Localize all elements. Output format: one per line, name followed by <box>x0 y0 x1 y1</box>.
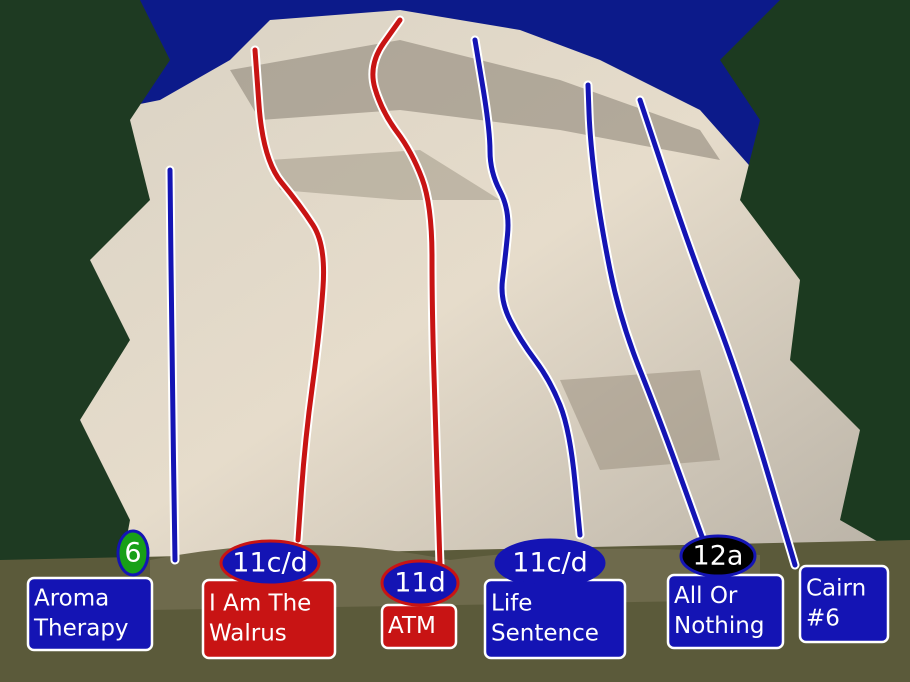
route-name: Walrus <box>209 621 287 647</box>
route-name: Nothing <box>674 613 764 639</box>
route-name: Therapy <box>33 616 129 642</box>
route-name: #6 <box>806 606 840 632</box>
route-name: All Or <box>674 583 738 609</box>
route-grade: 11c/d <box>512 548 587 579</box>
route-name: Sentence <box>491 621 599 647</box>
route-name: Cairn <box>806 576 866 602</box>
route-name: I Am The <box>209 591 311 617</box>
route-grade: 11d <box>394 568 446 599</box>
route-grade: 12a <box>693 541 744 572</box>
route-name: ATM <box>388 613 436 639</box>
route-name: Life <box>491 591 532 617</box>
route-grade: 11c/d <box>232 548 307 579</box>
route-topo: Aroma Therapy 6 I Am The Walrus 11c/d ATM 11d Li… <box>0 0 910 682</box>
route-grade: 6 <box>124 538 141 569</box>
route-name: Aroma <box>34 586 109 612</box>
